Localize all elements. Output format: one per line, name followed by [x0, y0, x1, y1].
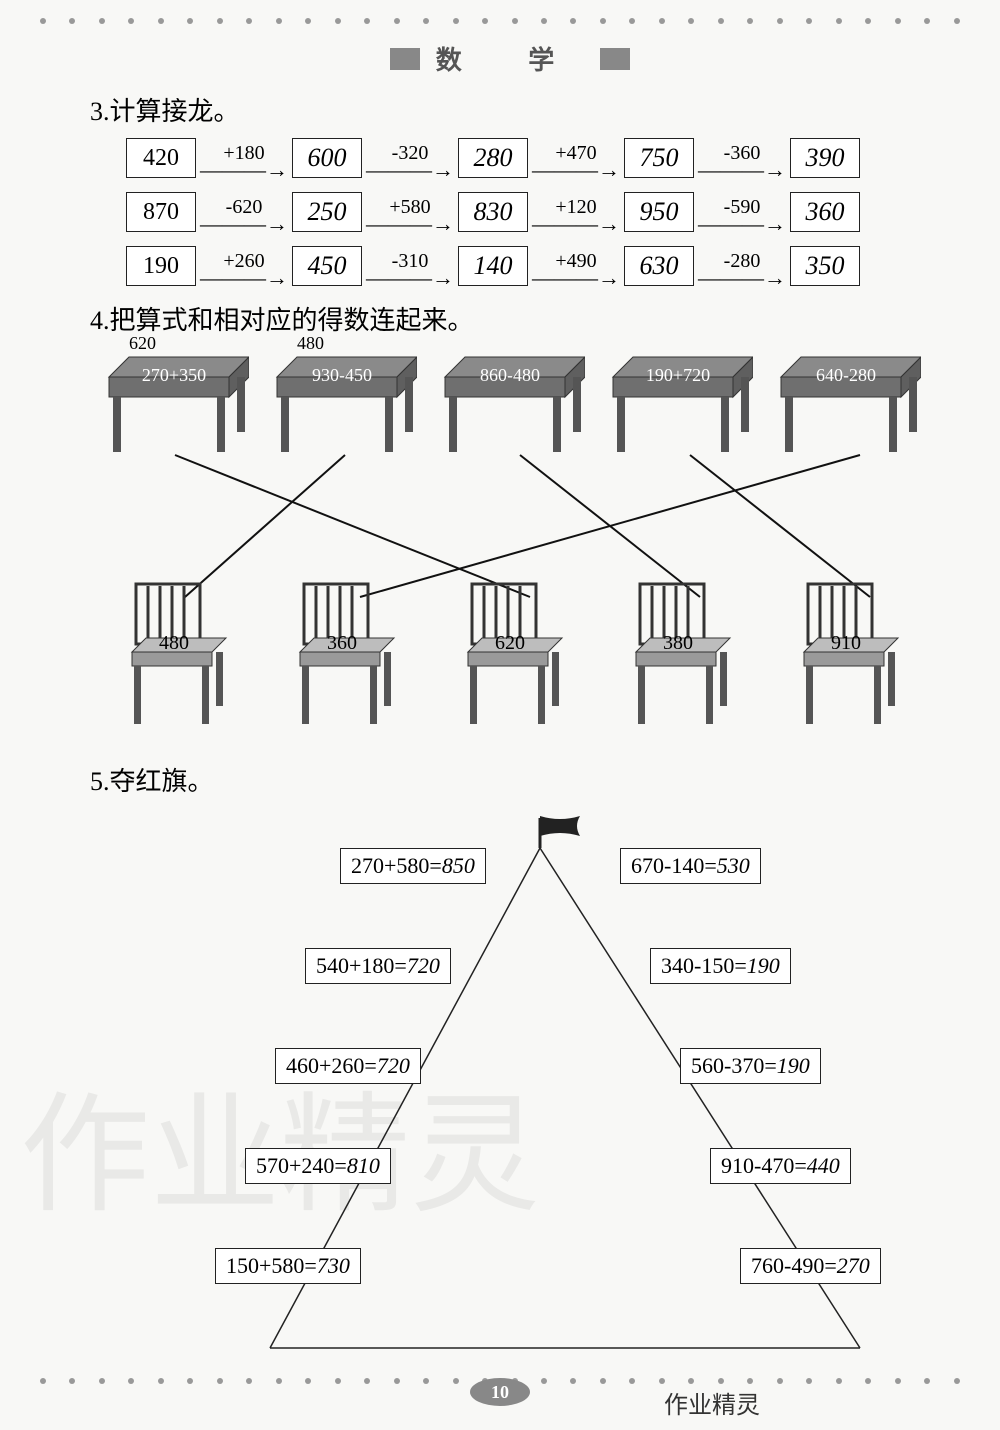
page-subject-title: 数 学 — [426, 40, 595, 77]
desk-expression: 930-450 — [267, 365, 417, 386]
chain-op: -360———→ — [698, 142, 786, 175]
desk-expression: 640-280 — [771, 365, 921, 386]
chain-op: +580———→ — [366, 196, 454, 229]
equation-box-left: 270+580=850 — [340, 848, 486, 884]
chain-op: +470———→ — [532, 142, 620, 175]
equation-q: 760-490= — [751, 1253, 837, 1278]
desk-hand-note: 620 — [129, 333, 156, 354]
equation-box-right: 560-370=190 — [680, 1048, 821, 1084]
desk-hand-note: 480 — [297, 333, 324, 354]
chain-row: 870-620———→250+580———→830+120———→950-590… — [126, 192, 930, 232]
equation-box-right: 670-140=530 — [620, 848, 761, 884]
chain-op: +490———→ — [532, 250, 620, 283]
chain-op: -590———→ — [698, 196, 786, 229]
chair-value: 620 — [450, 632, 570, 655]
chair: 910 — [786, 574, 906, 739]
desks-row: 620270+350480930-450 860-480 190+720 640-28… — [90, 347, 930, 462]
chain-container: 420+180———→600-320———→280+470———→750-360… — [90, 138, 930, 286]
equation-box-right: 340-150=190 — [650, 948, 791, 984]
equation-answer: 810 — [347, 1153, 380, 1178]
chain-op: -280———→ — [698, 250, 786, 283]
chain-row: 190+260———→450-310———→140+490———→630-280… — [126, 246, 930, 286]
chain-answer-box: 450 — [292, 246, 362, 286]
equation-q: 460+260= — [286, 1053, 377, 1078]
desk: 640-280 — [771, 347, 921, 462]
desk: 620270+350 — [99, 347, 249, 462]
footer-handwriting: 作业精灵 — [664, 1385, 760, 1420]
equation-q: 150+580= — [226, 1253, 317, 1278]
equation-box-right: 760-490=270 — [740, 1248, 881, 1284]
equation-q: 560-370= — [691, 1053, 777, 1078]
chair: 480 — [114, 574, 234, 739]
equation-box-left: 540+180=720 — [305, 948, 451, 984]
chain-op: -620———→ — [200, 196, 288, 229]
chair: 360 — [282, 574, 402, 739]
equation-answer: 720 — [377, 1053, 410, 1078]
header: 数 学 — [90, 40, 930, 77]
equation-answer: 730 — [317, 1253, 350, 1278]
match-area: 620270+350480930-450860-480190+720640-28… — [90, 347, 930, 747]
chain-op: +180———→ — [200, 142, 288, 175]
chair: 380 — [618, 574, 738, 739]
equation-answer: 850 — [442, 853, 475, 878]
chain-answer-box: 280 — [458, 138, 528, 178]
desk: 860-480 — [435, 347, 585, 462]
equation-box-left: 570+240=810 — [245, 1148, 391, 1184]
chain-answer-box: 250 — [292, 192, 362, 232]
chain-start-box: 190 — [126, 246, 196, 286]
equation-q: 910-470= — [721, 1153, 807, 1178]
chain-start-box: 870 — [126, 192, 196, 232]
chain-op: -310———→ — [366, 250, 454, 283]
desk-expression: 190+720 — [603, 365, 753, 386]
equation-answer: 720 — [407, 953, 440, 978]
chain-answer-box: 750 — [624, 138, 694, 178]
equation-answer: 190 — [747, 953, 780, 978]
equation-answer: 530 — [717, 853, 750, 878]
chairs-row: 480 360 620 380 910 — [90, 574, 930, 739]
header-decor-right — [600, 48, 630, 70]
chain-answer-box: 390 — [790, 138, 860, 178]
chain-answer-box: 140 — [458, 246, 528, 286]
equation-answer: 270 — [837, 1253, 870, 1278]
chair-value: 380 — [618, 632, 738, 655]
flag-area: 270+580=850540+180=720460+260=720570+240… — [90, 808, 930, 1408]
desk-expression: 860-480 — [435, 365, 585, 386]
equation-answer: 440 — [807, 1153, 840, 1178]
equation-q: 670-140= — [631, 853, 717, 878]
desk: 480930-450 — [267, 347, 417, 462]
chain-row: 420+180———→600-320———→280+470———→750-360… — [126, 138, 930, 178]
section5-title: 5.夺红旗。 — [90, 761, 930, 798]
chain-answer-box: 600 — [292, 138, 362, 178]
equation-q: 270+580= — [351, 853, 442, 878]
chair-value: 360 — [282, 632, 402, 655]
equation-q: 340-150= — [661, 953, 747, 978]
chain-op: -320———→ — [366, 142, 454, 175]
equation-box-right: 910-470=440 — [710, 1148, 851, 1184]
section4-title: 4.把算式和相对应的得数连起来。 — [90, 300, 930, 337]
chain-op: +120———→ — [532, 196, 620, 229]
chair: 620 — [450, 574, 570, 739]
chain-start-box: 420 — [126, 138, 196, 178]
chain-op: +260———→ — [200, 250, 288, 283]
section3-title: 3.计算接龙。 — [90, 91, 930, 128]
chain-answer-box: 830 — [458, 192, 528, 232]
header-decor-left — [390, 48, 420, 70]
chain-answer-box: 360 — [790, 192, 860, 232]
page: 数 学 3.计算接龙。 420+180———→600-320———→280+47… — [0, 0, 1000, 1428]
equation-q: 570+240= — [256, 1153, 347, 1178]
chair-value: 910 — [786, 632, 906, 655]
equation-answer: 190 — [777, 1053, 810, 1078]
equation-q: 540+180= — [316, 953, 407, 978]
desk: 190+720 — [603, 347, 753, 462]
chain-answer-box: 350 — [790, 246, 860, 286]
page-number: 10 — [0, 1378, 1000, 1406]
equation-box-left: 460+260=720 — [275, 1048, 421, 1084]
chain-answer-box: 630 — [624, 246, 694, 286]
desk-expression: 270+350 — [99, 365, 249, 386]
chain-answer-box: 950 — [624, 192, 694, 232]
flag-svg — [90, 808, 970, 1388]
equation-box-left: 150+580=730 — [215, 1248, 361, 1284]
chair-value: 480 — [114, 632, 234, 655]
page-number-value: 10 — [470, 1378, 530, 1406]
